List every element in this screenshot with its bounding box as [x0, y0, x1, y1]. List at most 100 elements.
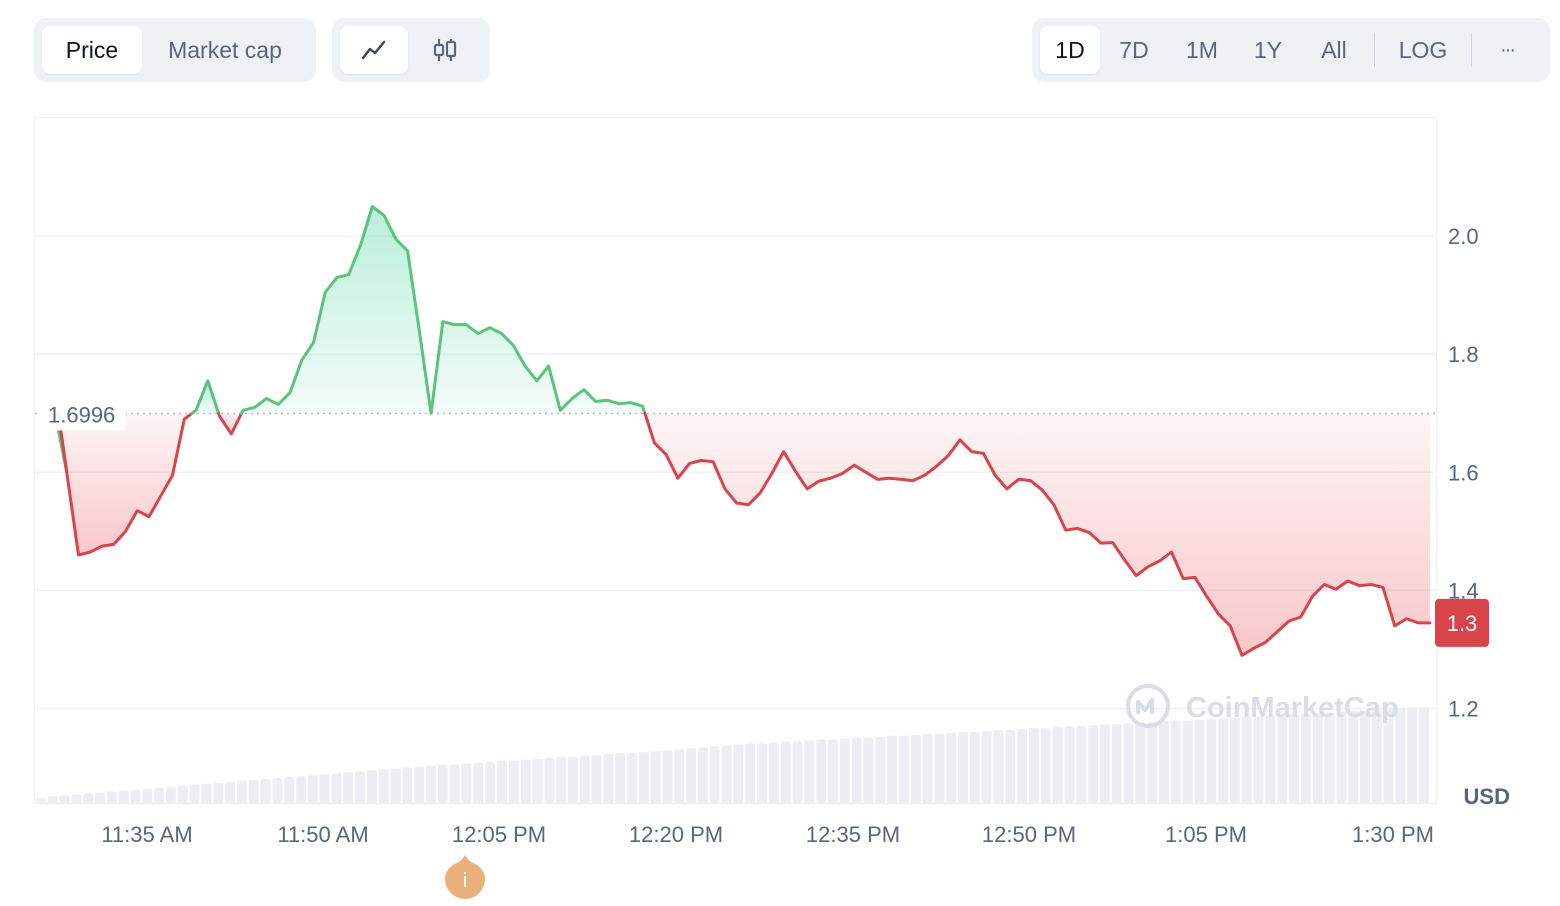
volume-bar [225, 781, 235, 803]
volume-bar [721, 745, 732, 803]
volume-bar [1336, 711, 1347, 803]
watermark-text: CoinMarketCap [1186, 692, 1399, 724]
volume-bar [414, 766, 425, 803]
candlestick-button[interactable] [408, 26, 482, 74]
volume-bar [1076, 726, 1087, 803]
volume-bar [272, 778, 283, 803]
volume-bar [83, 793, 94, 803]
volume-bar [638, 752, 649, 803]
range-1m-button[interactable]: 1M [1186, 36, 1218, 63]
volume-bar [177, 785, 188, 803]
volume-bar [1348, 710, 1359, 803]
volume-bar [532, 758, 543, 803]
candlestick-icon [433, 39, 457, 61]
volume-bar [958, 731, 968, 803]
volume-bar [816, 739, 827, 803]
range-7d-button[interactable]: 7D [1119, 36, 1149, 63]
volume-bar [579, 755, 590, 803]
volume-bar [118, 790, 129, 803]
volume-bar [804, 740, 815, 803]
volume-bar [934, 733, 945, 803]
range-divider [1374, 33, 1375, 67]
volume-bar [745, 743, 756, 803]
tab-price[interactable]: Price [42, 26, 142, 74]
event-marker[interactable]: i [441, 853, 489, 901]
volume-bar [1206, 718, 1217, 803]
volume-bar [851, 737, 862, 803]
reference-value-label: 1.6996 [48, 402, 115, 427]
event-marker-icon: i [463, 870, 467, 892]
price-line-down [643, 411, 1432, 657]
x-tick-label: 12:35 PM [806, 822, 900, 847]
area-below-reference [218, 413, 242, 434]
volume-bar [95, 792, 105, 803]
volume-bar [331, 773, 342, 803]
x-tick-label: 1:30 PM [1352, 822, 1434, 847]
volume-bar [426, 765, 436, 803]
volume-bar [1230, 717, 1240, 803]
volume-bar [591, 755, 602, 803]
volume-bar [497, 760, 507, 803]
x-tick-label: 1:05 PM [1165, 822, 1247, 847]
volume-bar [142, 788, 153, 803]
range-all-button[interactable]: All [1321, 36, 1347, 63]
volume-bar [875, 736, 886, 803]
x-tick-label: 11:35 AM [101, 822, 192, 847]
volume-bar [1040, 728, 1051, 803]
volume-bar [1170, 720, 1181, 803]
volume-bar [1159, 721, 1169, 803]
plot-frame [33, 116, 1438, 805]
volume-bar [367, 770, 377, 803]
volume-bar [236, 780, 247, 803]
current-price-badge: 1.3 [1435, 598, 1489, 647]
y-tick-label: 1.8 [1448, 342, 1479, 367]
volume-bar [627, 753, 637, 803]
volume-bar [437, 764, 448, 803]
price-line-up [239, 205, 647, 415]
volume-bar [780, 741, 791, 803]
log-scale-button[interactable]: LOG [1398, 36, 1448, 63]
volume-bar [106, 791, 117, 803]
volume-bar [296, 776, 306, 803]
volume-bar [1253, 716, 1264, 803]
range-1d-button[interactable]: 1D [1040, 26, 1100, 74]
volume-bar [260, 779, 271, 803]
volume-bar [993, 730, 1004, 803]
volume-bar [1371, 709, 1382, 803]
volume-bar [792, 741, 803, 803]
volume-bar [402, 767, 413, 803]
currency-label: USD [1464, 784, 1510, 809]
more-options-button[interactable]: ··· [1500, 38, 1516, 61]
volume-bar [650, 751, 661, 803]
volume-bar [733, 744, 744, 803]
volume-bar [130, 789, 141, 803]
price-line-up [190, 379, 221, 415]
volume-bar [1123, 723, 1134, 803]
volume-bar [1005, 730, 1016, 803]
line-chart-icon [361, 40, 386, 60]
range-1y-button[interactable]: 1Y [1253, 36, 1283, 63]
reference-label: 1.6996 [40, 394, 126, 431]
volume-bar [1300, 713, 1311, 803]
volume-bar [378, 769, 389, 803]
volume-bar [473, 762, 484, 803]
volume-bar [201, 783, 212, 803]
line-chart-button[interactable] [340, 26, 408, 74]
y-tick-label: 1.6 [1448, 460, 1479, 485]
x-tick-label: 12:50 PM [982, 822, 1076, 847]
volume-bar [698, 747, 708, 803]
price-line-down [217, 411, 243, 436]
range-selector: 1D 7D 1M 1Y All LOG ··· [1032, 18, 1550, 82]
volume-bar [1064, 726, 1075, 803]
volume-bar [1147, 722, 1158, 803]
volume-bar [390, 768, 401, 803]
volume-bar [166, 786, 176, 803]
volume-bar [248, 779, 259, 803]
chart-mode-toggle [332, 18, 490, 82]
volume-bar [1383, 708, 1394, 803]
volume-bar [1289, 714, 1299, 803]
volume-bar [71, 794, 82, 803]
tab-market-cap[interactable]: Market cap [168, 36, 282, 63]
price-line-down [56, 411, 194, 557]
